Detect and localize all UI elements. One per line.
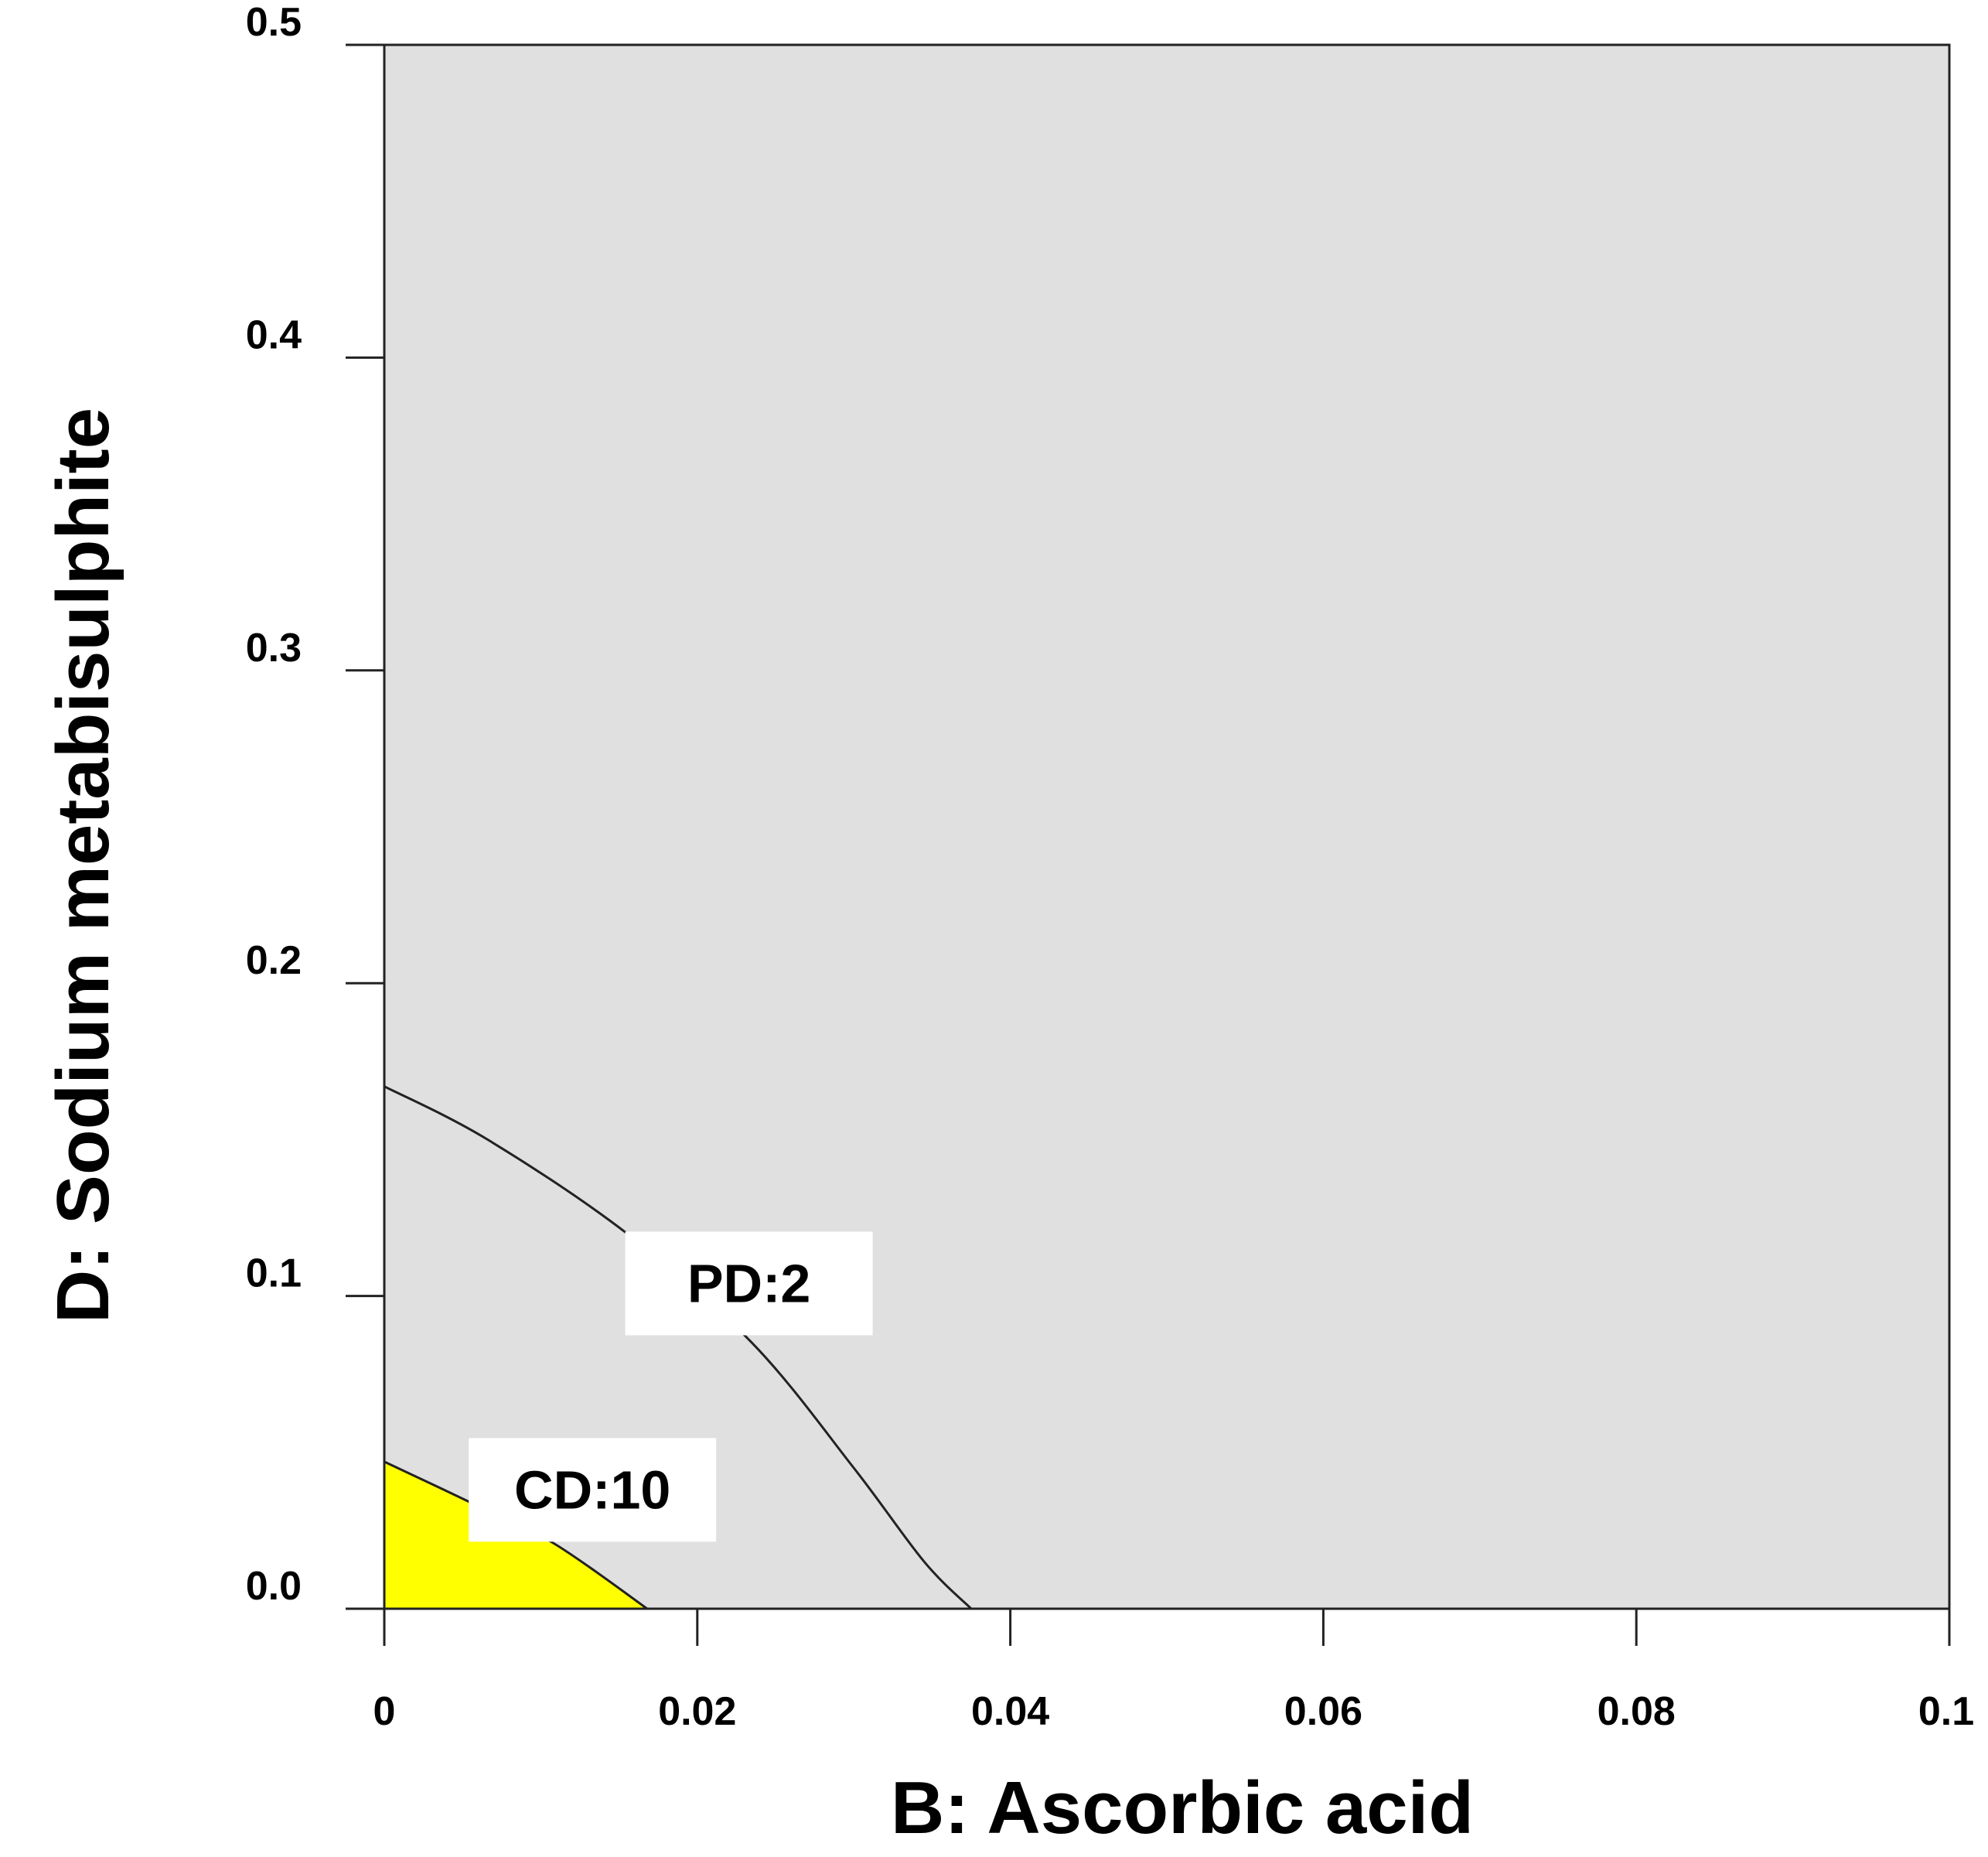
x-tick-label: 0.06 [1284, 1689, 1362, 1734]
y-tick-label: 0.5 [246, 0, 302, 45]
x-tick-label: 0 [373, 1689, 396, 1734]
pd-contour-label: PD:2 [687, 1253, 810, 1313]
cd-contour-label: CD:10 [514, 1459, 670, 1520]
y-axis-title: D: Sodium metabisulphite [42, 408, 124, 1323]
y-tick-label: 0.2 [246, 938, 302, 983]
plot-background [384, 45, 1949, 1609]
x-tick-label: 0.02 [658, 1689, 736, 1734]
x-axis: 0 0.02 0.04 0.06 0.08 0.1 [373, 1609, 1974, 1734]
y-tick-label: 0.4 [246, 312, 302, 357]
y-tick-label: 0.0 [246, 1564, 302, 1609]
y-axis: 0.0 0.1 0.2 0.3 0.4 0.5 [246, 0, 384, 1610]
pd-label-box [625, 1231, 873, 1336]
x-tick-label: 0.1 [1918, 1689, 1974, 1734]
x-tick-label: 0.08 [1598, 1689, 1676, 1734]
plot-border [383, 43, 1951, 1610]
cd-label-box [469, 1438, 717, 1542]
x-tick-label: 0.04 [971, 1689, 1049, 1734]
x-axis-title: B: Ascorbic acid [891, 1767, 1474, 1849]
y-tick-label: 0.1 [246, 1251, 302, 1296]
y-tick-label: 0.3 [246, 626, 302, 671]
